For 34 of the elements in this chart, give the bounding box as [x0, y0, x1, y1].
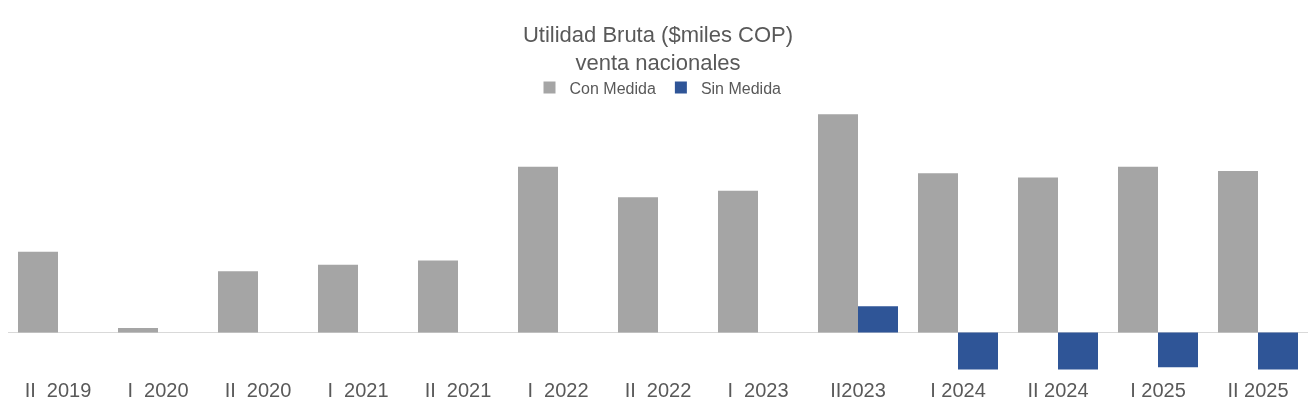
bar [118, 328, 158, 333]
x-tick-label: II 2019 [24, 379, 92, 401]
x-tick-label: I 2024 [930, 379, 986, 401]
bar [858, 306, 898, 333]
x-tick-label: I 2025 [1130, 379, 1186, 401]
bar [318, 264, 358, 333]
bar [18, 251, 58, 333]
bar [1018, 177, 1058, 333]
x-tick-label: II2023 [830, 379, 886, 401]
x-tick-label: II 2020 [224, 379, 292, 401]
legend-label: Sin Medida [700, 79, 782, 97]
x-tick-label: II 2024 [1027, 379, 1089, 401]
bar [218, 271, 258, 333]
x-tick-label: II 2021 [424, 379, 492, 401]
bar [918, 173, 958, 333]
bar [958, 332, 998, 370]
legend-label: Con Medida [569, 79, 656, 97]
bar [818, 114, 858, 333]
x-tick-label: I 2021 [327, 379, 389, 401]
chart-title: Utilidad Bruta ($miles COP) venta nacionales [522, 21, 794, 76]
bar [418, 260, 458, 333]
x-tick-label: II 2025 [1227, 379, 1289, 401]
x-tick-label: I 2020 [127, 379, 189, 401]
bar [718, 190, 758, 333]
x-tick-label: I 2023 [727, 379, 789, 401]
x-tick-label: I 2022 [527, 379, 589, 401]
bar [1058, 332, 1098, 370]
x-tick-label: II 2022 [624, 379, 692, 401]
bar [1118, 166, 1158, 333]
bar [1258, 332, 1298, 370]
bar [618, 197, 658, 333]
bar [1218, 171, 1258, 333]
bar [1158, 332, 1198, 368]
bar [518, 166, 558, 333]
